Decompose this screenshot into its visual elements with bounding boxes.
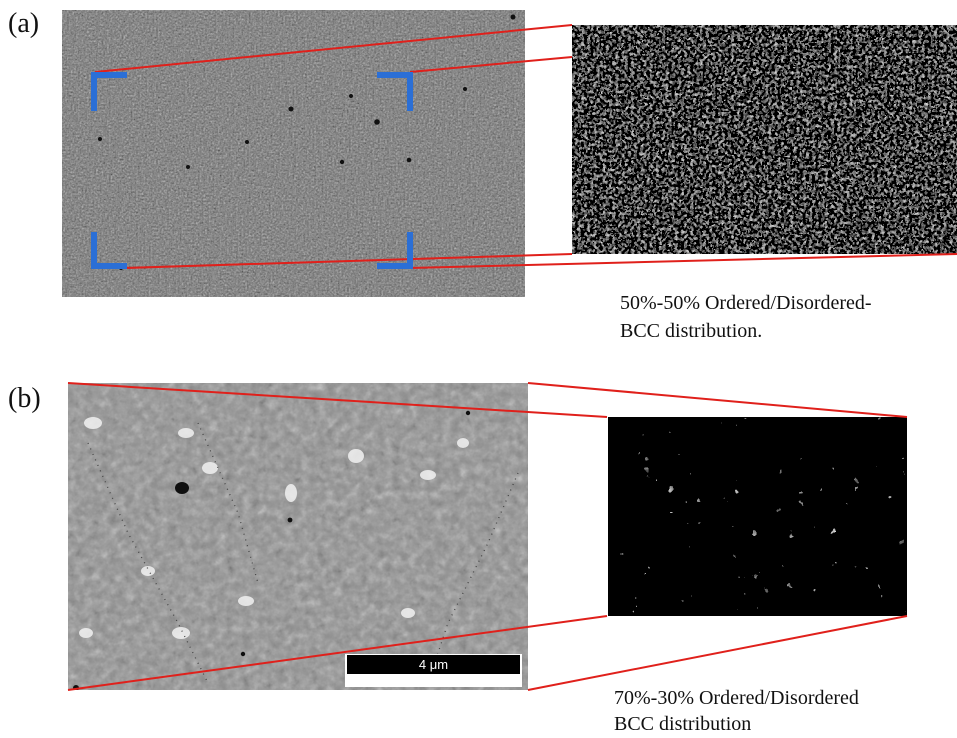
panel-a-label: (a) [8,8,40,39]
scale-bar: 4 μm [347,655,520,674]
caption-a-line1: 50%-50% Ordered/Disordered- [620,292,872,314]
caption-b-line1: 70%-30% Ordered/Disordered [614,687,859,709]
callout-line-b-top-right [527,382,908,418]
sem-micrograph-b [68,383,528,690]
caption-a-line2: BCC distribution. [620,320,763,342]
scale-bar-label: 4 μm [418,657,449,672]
binary-map-a [572,25,957,254]
callout-line-b-bottom-right [527,615,908,691]
binary-map-b [608,417,907,616]
caption-b-line2: BCC distribution [614,713,752,735]
sem-micrograph-a [62,10,525,297]
panel-b-label: (b) [8,383,41,414]
